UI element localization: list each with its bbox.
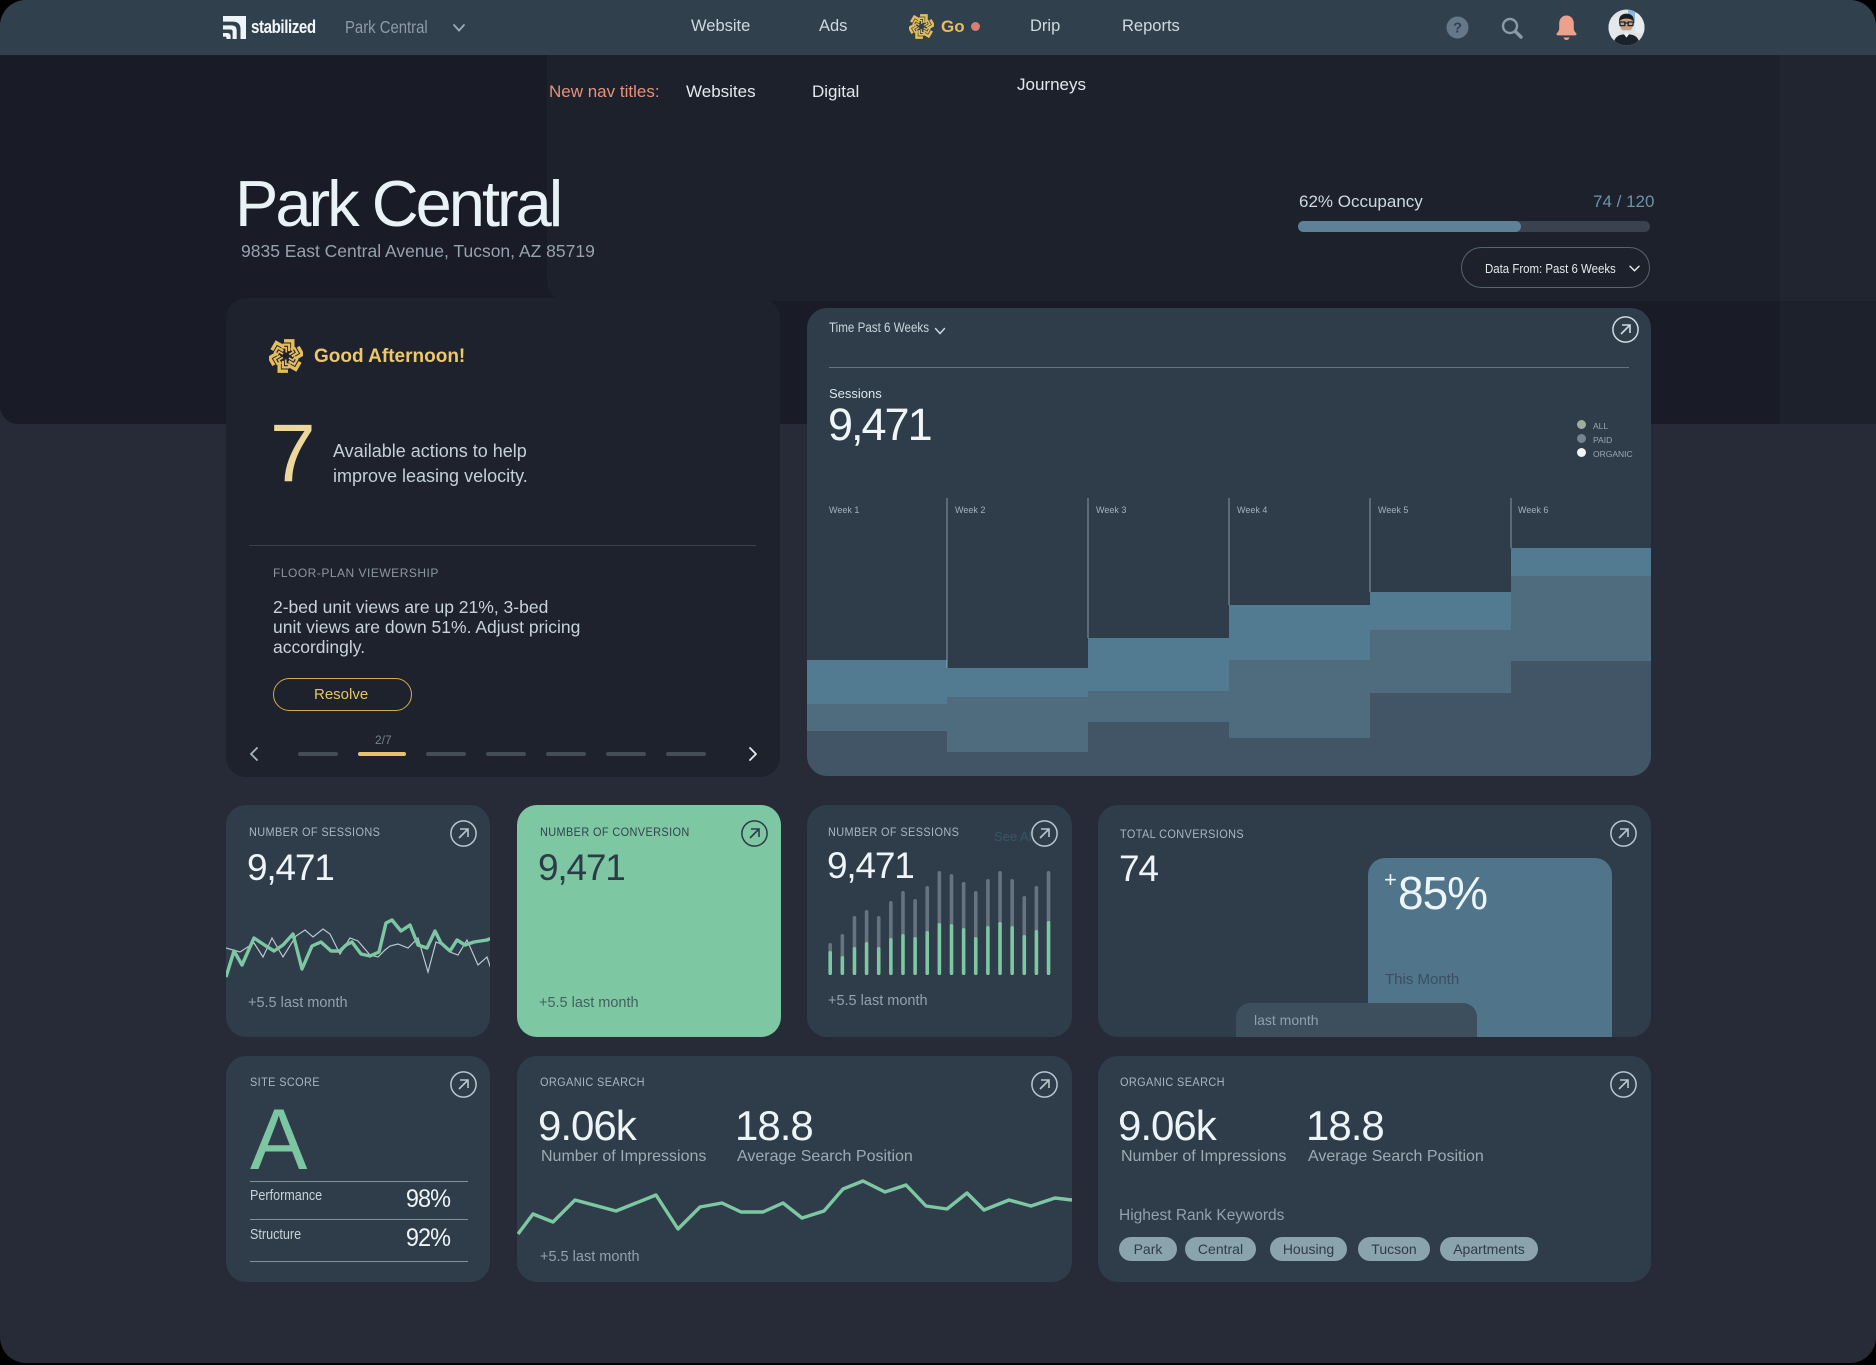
svg-text:Week 2: Week 2 xyxy=(955,505,985,515)
svg-text:Week 3: Week 3 xyxy=(1096,505,1126,515)
svg-text:Week 6: Week 6 xyxy=(1518,505,1548,515)
svg-text:Week 4: Week 4 xyxy=(1237,505,1267,515)
svg-text:?: ? xyxy=(1453,21,1462,37)
svg-text:Week 1: Week 1 xyxy=(829,505,859,515)
svg-text:Week 5: Week 5 xyxy=(1378,505,1408,515)
